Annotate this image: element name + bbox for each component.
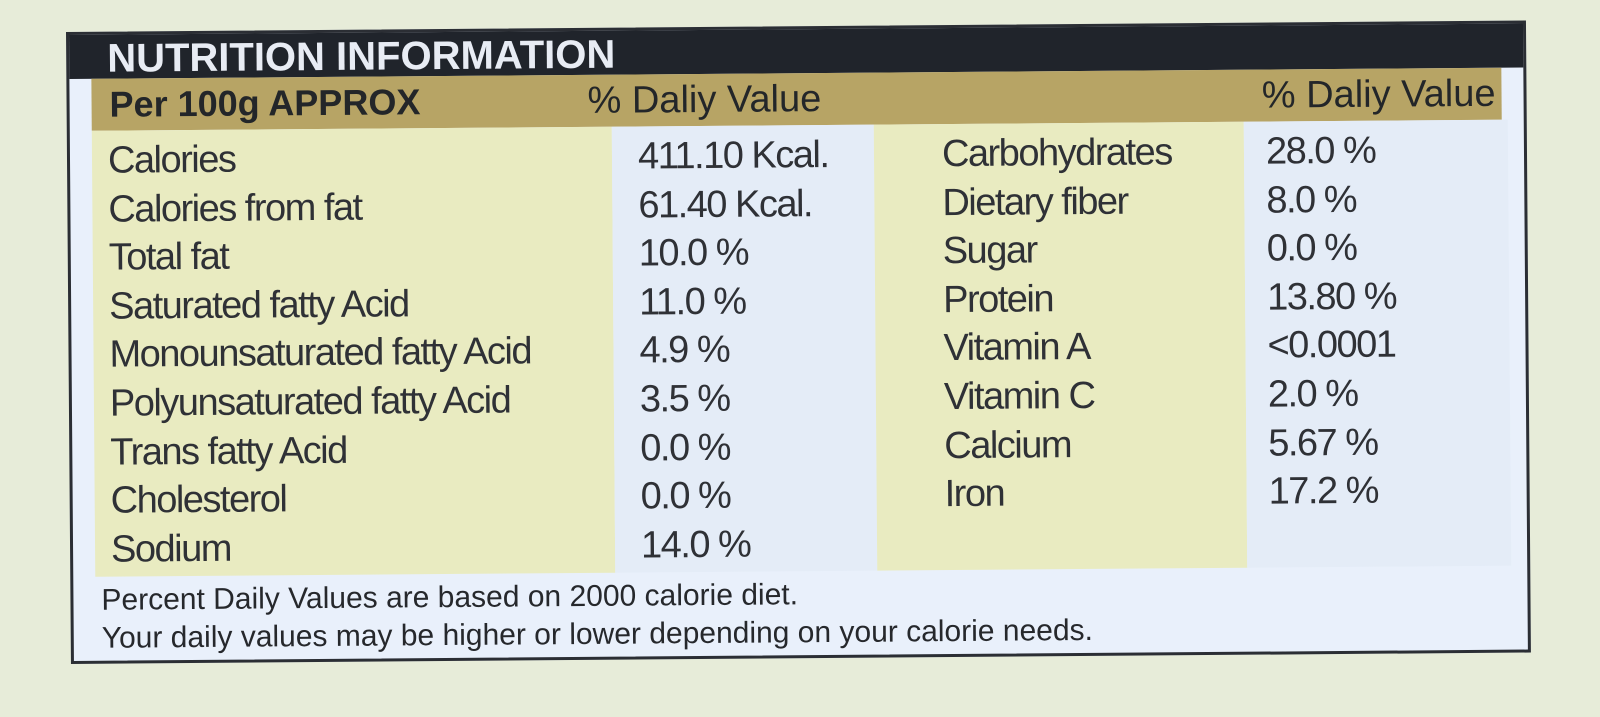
nutrient-name: Saturated fatty Acid [108, 283, 409, 328]
label-title: NUTRITION INFORMATION [107, 32, 616, 81]
nutrient-name: Calcium [944, 423, 1072, 467]
nutrient-value: 4.9 % [639, 329, 730, 372]
nutrient-name: Calories [107, 138, 236, 182]
nutrient-value: 2.0 % [1267, 372, 1358, 416]
left-nutrient-values: 411.10 Kcal. 61.40 Kcal. 10.0 % 11.0 % 4… [638, 131, 832, 570]
nutrient-name: Sugar [942, 229, 1037, 273]
nutrient-value: 61.40 Kcal. [638, 182, 813, 227]
nutrient-name: Trans fatty Acid [110, 429, 347, 474]
nutrient-name: Dietary fiber [942, 180, 1128, 224]
nutrient-value: 0.0 % [1266, 227, 1357, 270]
nutrient-value: 10.0 % [638, 231, 749, 275]
nutrient-name: Protein [942, 278, 1054, 321]
nutrient-name: Sodium [110, 527, 232, 571]
nutrient-value: 5.67 % [1268, 421, 1378, 465]
nutrient-value: 411.10 Kcal. [637, 134, 829, 178]
daily-value-header-left: % Daliy Value [587, 78, 822, 122]
nutrient-value: 8.0 % [1266, 178, 1357, 222]
nutrient-name: Polyunsaturated fatty Acid [109, 379, 511, 425]
nutrient-value: 0.0 % [640, 474, 731, 518]
daily-value-header-right: % Daliy Value [1261, 72, 1496, 117]
left-nutrient-names: Calories Calories from fat Total fat Sat… [108, 133, 533, 574]
nutrient-name: Calories from fat [108, 186, 362, 231]
nutrient-name: Total fat [108, 235, 229, 279]
right-nutrient-values: 28.0 % 8.0 % 0.0 % 13.80 % <0.0001 2.0 %… [1266, 127, 1398, 517]
nutrition-label: NUTRITION INFORMATION Per 100g APPROX % … [66, 20, 1531, 664]
nutrient-name: Monounsaturated fatty Acid [109, 330, 532, 377]
nutrient-value: <0.0001 [1267, 323, 1396, 367]
nutrient-name: Iron [944, 472, 1005, 516]
nutrient-name: Carbohydrates [941, 131, 1172, 176]
serving-size-header: Per 100g APPROX [109, 81, 421, 125]
right-nutrient-names: Carbohydrates Dietary fiber Sugar Protei… [942, 128, 1175, 519]
nutrient-value: 28.0 % [1265, 129, 1376, 173]
footnote-calorie-needs: Your daily values may be higher or lower… [101, 613, 1094, 655]
nutrient-value: 13.80 % [1266, 275, 1397, 319]
nutrient-value: 0.0 % [640, 426, 731, 470]
nutrient-name: Vitamin A [943, 326, 1091, 370]
nutrient-value: 3.5 % [639, 377, 730, 421]
nutrient-value: 11.0 % [638, 280, 746, 324]
nutrient-name: Cholesterol [110, 478, 287, 522]
nutrient-name: Vitamin C [943, 374, 1095, 419]
nutrient-value: 17.2 % [1268, 469, 1379, 513]
footnote-daily-basis: Percent Daily Values are based on 2000 c… [101, 578, 799, 617]
nutrient-value: 14.0 % [640, 523, 751, 567]
